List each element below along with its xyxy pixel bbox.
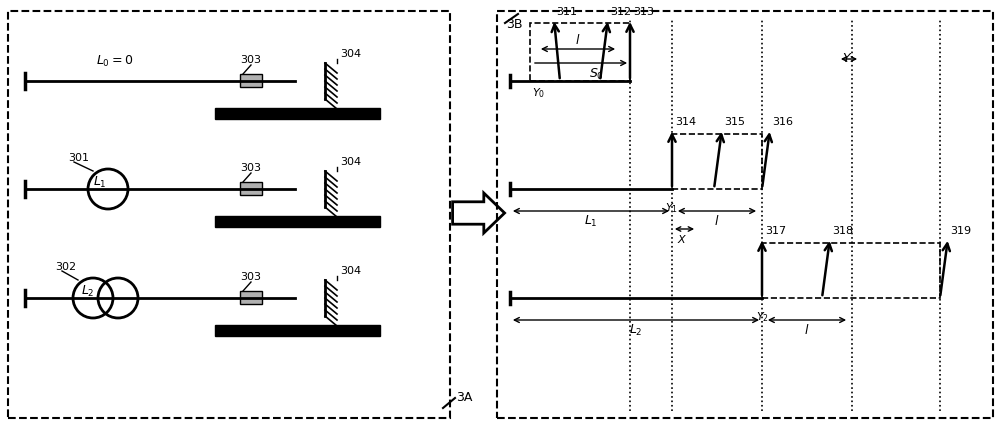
- Text: $l$: $l$: [575, 33, 581, 47]
- Text: 304: 304: [340, 266, 361, 276]
- Text: 312: 312: [610, 7, 631, 17]
- Text: $l$: $l$: [714, 214, 720, 228]
- Bar: [240, 74, 262, 87]
- Text: 311: 311: [556, 7, 577, 17]
- Bar: [240, 182, 262, 195]
- Text: $X$: $X$: [677, 233, 687, 245]
- Text: 304: 304: [340, 49, 361, 59]
- Text: $Y$: $Y$: [842, 52, 852, 66]
- Bar: [215, 108, 380, 119]
- Text: $Y_2$: $Y_2$: [756, 310, 768, 324]
- Text: 3A: 3A: [456, 391, 472, 404]
- Text: 303: 303: [240, 55, 262, 65]
- Text: 303: 303: [240, 272, 262, 282]
- Polygon shape: [453, 193, 505, 233]
- Text: 303: 303: [240, 163, 262, 173]
- Text: $L_1$: $L_1$: [93, 175, 107, 190]
- Bar: [215, 216, 380, 227]
- Text: 315: 315: [724, 117, 745, 127]
- Bar: [240, 291, 262, 304]
- Text: 314: 314: [675, 117, 696, 127]
- Text: $L_2$: $L_2$: [629, 323, 643, 338]
- Bar: [215, 325, 380, 336]
- Text: 3B: 3B: [506, 18, 522, 31]
- Text: 316: 316: [772, 117, 793, 127]
- Text: 304: 304: [340, 157, 361, 167]
- Text: 318: 318: [832, 226, 853, 236]
- Text: $L_0=0$: $L_0=0$: [96, 54, 134, 69]
- Text: 302: 302: [55, 262, 76, 272]
- Text: $S_0$: $S_0$: [589, 67, 603, 82]
- Text: 319: 319: [950, 226, 971, 236]
- Text: $l$: $l$: [804, 323, 810, 337]
- Text: 317: 317: [765, 226, 786, 236]
- Text: $L_2$: $L_2$: [81, 284, 95, 299]
- Text: $Y_1$: $Y_1$: [665, 201, 679, 215]
- Text: 313: 313: [633, 7, 654, 17]
- Text: 301: 301: [68, 153, 89, 163]
- Text: $L_1$: $L_1$: [584, 214, 598, 229]
- Text: $Y_0$: $Y_0$: [532, 86, 545, 100]
